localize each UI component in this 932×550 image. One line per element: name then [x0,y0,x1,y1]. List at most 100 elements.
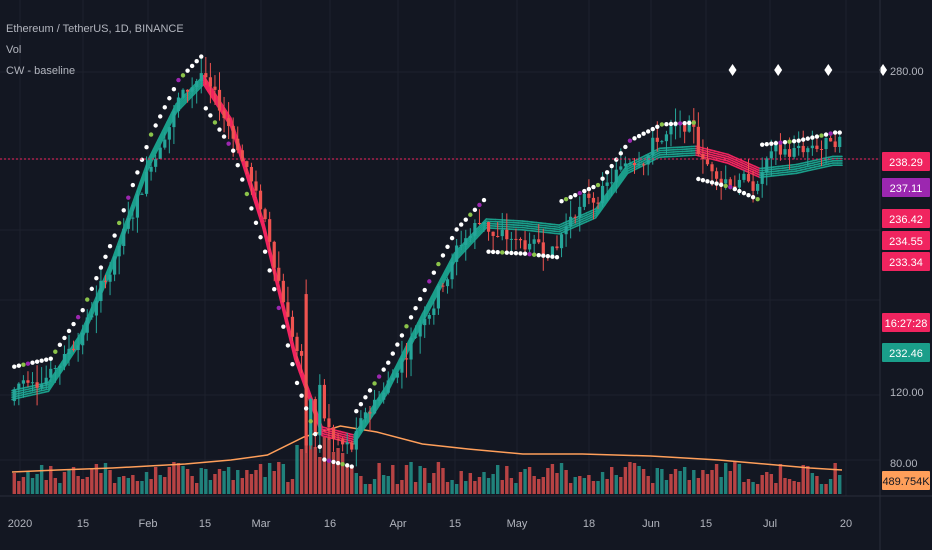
dot-marker [217,127,222,132]
candle-body [208,77,212,87]
candle-body [523,240,527,250]
dot-marker [390,351,395,356]
volume-bar [267,463,272,494]
dot-marker [650,126,655,132]
candle-body [122,228,126,246]
dot-marker [454,227,459,232]
dot-marker [550,254,555,259]
volume-bar [546,468,550,494]
candle-body [541,242,545,256]
candle-body [459,244,463,246]
candle-body [222,110,226,119]
volume-bar [527,467,532,494]
dot-marker [472,207,478,213]
dot-marker [53,349,58,354]
volume-bar [710,470,714,494]
y-tick-label: 120.00 [890,387,924,399]
candle-body [705,159,710,165]
x-tick-label: May [507,518,528,530]
dot-marker [819,133,824,138]
candle-body [778,143,783,155]
volume-bar [464,481,468,494]
volume-bar [714,464,719,494]
x-tick-label: Feb [139,518,158,530]
volume-bar [153,467,158,494]
baseline-segment [581,218,588,223]
baseline-segment [558,222,565,226]
candle-body [354,431,358,450]
volume-bar [90,468,94,494]
dot-marker [126,195,131,200]
baseline-segment [585,214,592,219]
baseline-segment [417,313,424,324]
x-tick-label: 20 [840,518,852,530]
volume-bar [815,476,819,494]
volume-study-label[interactable]: Vol [6,44,22,56]
candle-body [295,336,299,352]
volume-bar [167,467,172,494]
candle-body [500,229,504,237]
dot-marker [737,188,742,194]
volume-bar [17,481,21,494]
price-tag-label: 236.42 [889,214,923,226]
baseline-segment [585,218,592,223]
dot-marker [664,122,669,127]
dot-marker [682,121,687,126]
price-tag-label: 234.55 [889,236,923,248]
dot-marker [614,157,619,162]
volume-bar [263,477,267,494]
baseline-study-label[interactable]: CW - baseline [6,65,76,77]
dot-marker [57,342,63,348]
volume-bar [669,474,673,494]
dot-marker [139,157,145,163]
volume-bar [418,466,422,494]
dot-marker [536,253,541,258]
candle-body [195,81,199,88]
dot-marker [75,314,81,320]
candle-body [765,158,769,173]
volume-bar [350,466,354,494]
dot-marker [436,261,441,267]
volume-bar [692,470,696,494]
volume-bar [67,469,71,494]
volume-bar [806,466,810,494]
candle-body [815,145,819,149]
candle-body [564,226,568,235]
volume-bar [495,465,500,494]
volume-bar [719,477,723,494]
volume-bar [295,445,299,494]
dot-marker [527,251,532,257]
candle-body [427,315,431,319]
volume-bar [819,484,824,494]
candle-body [701,154,705,160]
volume-bar [21,477,26,494]
dot-marker [627,138,633,143]
volume-bar [655,468,660,494]
volume-bar [144,472,149,494]
volume-bar [413,482,418,494]
candle-body [468,235,472,239]
x-axis: 2020 15 Feb 15 Mar 16 Apr 15 May 18 Jun 15 Jul 20 [8,518,852,530]
volume-bar [441,468,445,494]
candle-body [299,351,304,356]
baseline-segment [731,162,738,166]
baseline-segment [284,320,291,342]
candle-body [71,348,76,350]
candle-body [35,382,39,388]
dot-marker [335,460,341,466]
baseline-segment [280,301,287,323]
baseline-segment [444,261,451,272]
baseline-segment [426,304,433,315]
baseline-segment [157,130,164,142]
dot-marker [386,360,391,365]
volume-bar [53,478,58,494]
candle-body [587,193,591,198]
dot-marker [577,190,582,196]
symbol-title[interactable]: Ethereum / TetherUS, 1D, BINANCE [6,23,184,35]
baseline-segment [138,179,146,194]
dot-marker [48,356,53,361]
candle-body [26,380,30,383]
x-tick-label: 18 [583,518,595,530]
volume-bar [555,473,559,494]
